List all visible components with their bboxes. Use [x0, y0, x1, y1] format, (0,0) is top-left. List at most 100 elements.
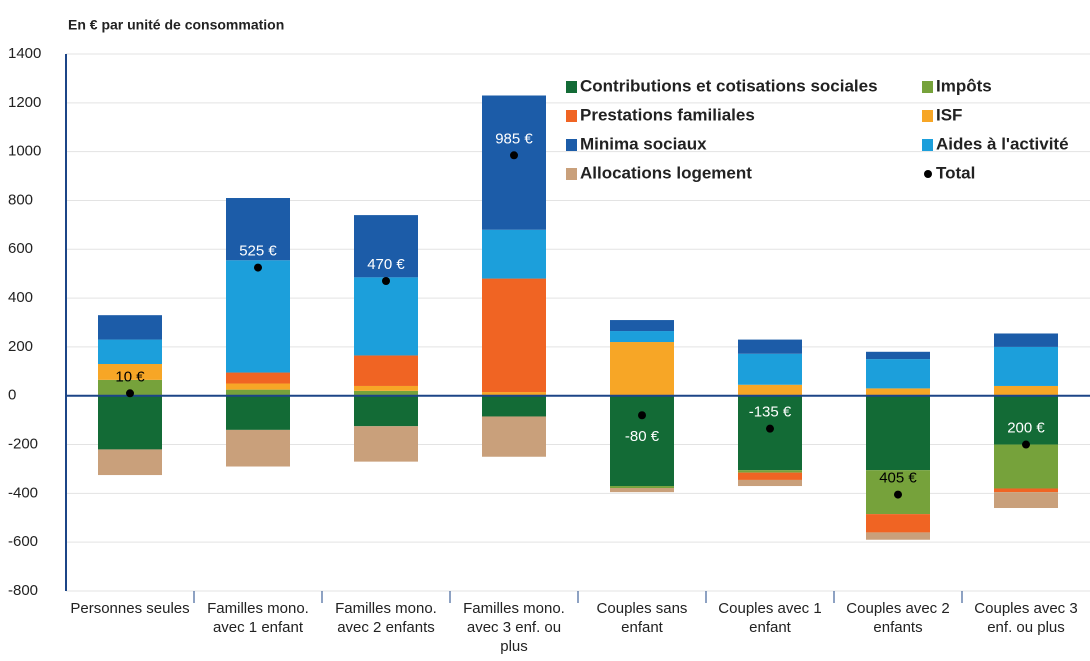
data-label: 470 €	[367, 256, 405, 273]
bar-segment	[98, 379, 162, 396]
legend-label: Aides à l'activité	[936, 134, 1069, 153]
bar-segment	[994, 346, 1058, 386]
bar-segment	[994, 333, 1058, 347]
legend-label: Prestations familiales	[580, 105, 755, 124]
bar-segment	[738, 479, 802, 487]
bar-segment	[354, 215, 418, 278]
bar-segment	[610, 331, 674, 343]
total-dot	[382, 277, 390, 286]
bar-segment	[98, 339, 162, 364]
bar-segment	[482, 392, 546, 396]
bar-segment	[610, 487, 674, 493]
legend-label: Minima sociaux	[580, 134, 707, 153]
bar-segment	[226, 260, 290, 373]
y-tick-label: 1400	[8, 45, 41, 62]
bar-segment	[738, 339, 802, 354]
x-tick-label: Familles mono. avec 3 enf. ou plus	[463, 600, 565, 655]
bar-segment	[98, 315, 162, 340]
total-dot	[510, 151, 518, 160]
legend-swatch	[566, 110, 577, 122]
bar-segment	[738, 472, 802, 480]
legend-swatch	[566, 81, 577, 93]
bar-segment	[994, 488, 1058, 493]
x-tick-label: Familles mono. avec 1 enfant	[207, 600, 309, 636]
bar-segment	[866, 388, 930, 396]
legend-label: Total	[936, 163, 975, 182]
bar-segment	[994, 444, 1058, 489]
data-label: 200 €	[1007, 420, 1045, 437]
legend-label: Impôts	[936, 76, 992, 95]
y-tick-label: -200	[8, 436, 38, 453]
bar-segment	[994, 492, 1058, 509]
y-tick-label: -600	[8, 533, 38, 550]
y-tick-label: 800	[8, 191, 33, 208]
bar-segment	[610, 486, 674, 488]
bar-segment	[738, 395, 802, 471]
bar-segment	[354, 395, 418, 427]
y-tick-label: 400	[8, 289, 33, 306]
bar-segment	[610, 342, 674, 396]
legend-label: Contributions et cotisations sociales	[580, 76, 878, 95]
bar-segment	[98, 395, 162, 450]
bar-segment	[354, 355, 418, 386]
legend-swatch	[566, 139, 577, 151]
bar-segment	[866, 359, 930, 389]
bar-segment	[738, 470, 802, 473]
legend-swatch	[922, 110, 933, 122]
legend-swatch	[566, 168, 577, 180]
legend-swatch	[922, 139, 933, 151]
total-dot	[1022, 440, 1030, 449]
bar-segment	[994, 385, 1058, 396]
bar-segment	[226, 383, 290, 390]
x-tick-label: Couples sans enfant	[596, 600, 688, 636]
legend-label: ISF	[936, 105, 962, 124]
y-tick-label: -400	[8, 484, 38, 501]
total-dot	[254, 263, 262, 272]
x-tick-label: Couples avec 1 enfant	[718, 600, 822, 636]
bar-segment	[226, 429, 290, 467]
bar-segment	[866, 532, 930, 540]
bar-segment	[738, 384, 802, 396]
bar-segment	[738, 353, 802, 385]
bar-segment	[98, 449, 162, 476]
chart-title: En € par unité de consommation	[68, 17, 284, 33]
bar-segment	[866, 514, 930, 533]
data-label: 405 €	[879, 470, 917, 487]
bar-segment	[610, 320, 674, 332]
y-tick-label: 1200	[8, 94, 41, 111]
y-tick-label: 200	[8, 338, 33, 355]
legend-label: Allocations logement	[580, 163, 752, 182]
bar-segment	[482, 395, 546, 417]
bar-segment	[226, 395, 290, 430]
bar-segment	[994, 395, 1058, 445]
data-label: -80 €	[625, 428, 660, 445]
legend-swatch	[922, 81, 933, 93]
bar-segment	[354, 390, 418, 396]
bar-segment	[226, 389, 290, 396]
bar-segment	[482, 416, 546, 457]
y-tick-label: 0	[8, 387, 16, 404]
bar-segment	[482, 229, 546, 279]
bar-segment	[866, 351, 930, 360]
total-dot	[126, 389, 134, 398]
total-dot	[894, 490, 902, 499]
bar-segment	[866, 395, 930, 471]
bar-segment	[354, 277, 418, 356]
x-tick-label: Couples avec 3 enf. ou plus	[974, 600, 1078, 636]
data-label: 10 €	[115, 368, 145, 385]
total-dot	[766, 424, 774, 433]
bar-segment	[226, 198, 290, 261]
y-tick-label: 600	[8, 240, 33, 257]
data-label: 985 €	[495, 130, 533, 147]
data-label: -135 €	[749, 404, 792, 421]
bar-segment	[98, 363, 162, 380]
y-tick-label: 1000	[8, 143, 41, 160]
bar-segment	[354, 426, 418, 462]
total-dot	[638, 411, 646, 420]
y-tick-label: -800	[8, 582, 38, 599]
data-label: 525 €	[239, 243, 277, 260]
legend-swatch	[924, 170, 932, 178]
bar-segment	[354, 385, 418, 391]
